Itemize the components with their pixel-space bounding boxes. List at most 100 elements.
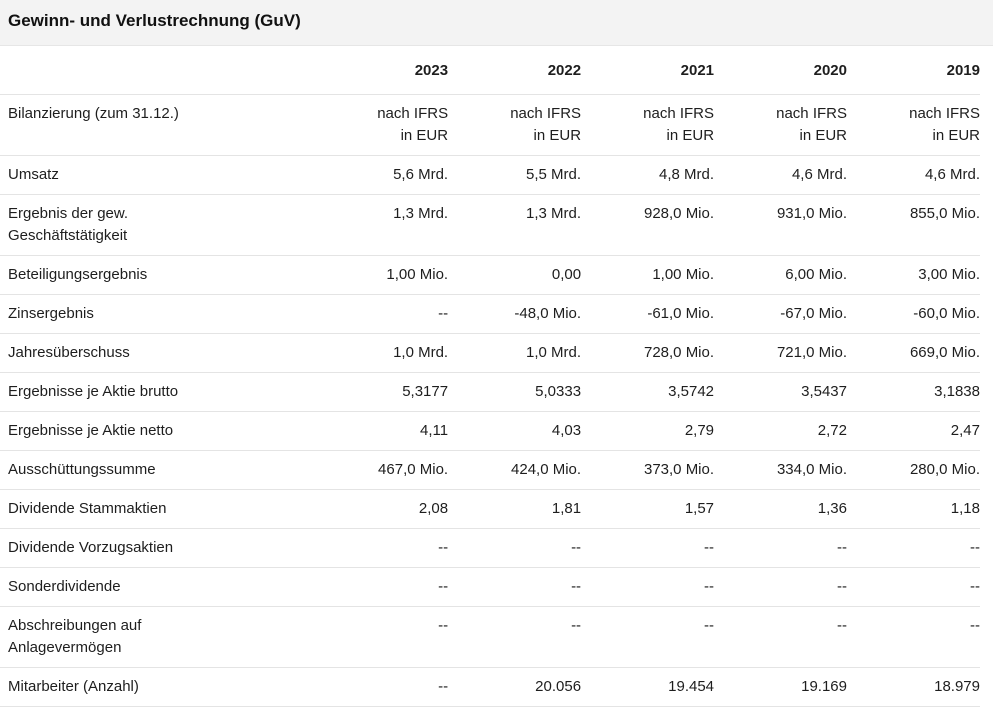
table-row: Zinsergebnis -- -48,0 Mio. -61,0 Mio. -67,0 … <box>0 294 980 334</box>
table-row: Ergebnisse je Aktie netto 4,11 4,03 2,79 2,7… <box>0 411 980 451</box>
table-row: Dividende Vorzugsaktien -- -- -- -- -- <box>0 528 980 568</box>
year-2020: 2020 <box>813 61 847 79</box>
cell-value: -- <box>315 528 449 568</box>
table-row: Mitarbeiter (Anzahl) -- 20.056 19.454 19.169… <box>0 667 980 707</box>
section-title: Gewinn- und Verlustrechnung (GuV) <box>0 0 993 46</box>
year-2021: 2021 <box>680 61 715 79</box>
cell-value: 2,47 <box>847 411 980 451</box>
cell-value: 3,5437 <box>714 372 847 412</box>
cell-value: -- <box>315 606 449 668</box>
table-row: Sonderdividende -- -- -- -- -- <box>0 567 980 607</box>
row-label: Ausschüttungssumme <box>0 450 316 490</box>
cell-value: -- <box>714 606 847 668</box>
row-label: Dividende Stammaktien <box>0 489 316 529</box>
cell-value: 855,0 Mio. <box>847 194 980 256</box>
cell-value: 1,36 <box>714 489 847 529</box>
cell-value: nach IFRS in EUR <box>847 94 980 156</box>
cell-value: -- <box>847 606 980 668</box>
table-row: Jahresüberschuss 1,0 Mrd. 1,0 Mrd. 728,0 Mi… <box>0 333 980 373</box>
cell-value: 5,0333 <box>448 372 582 412</box>
row-label: Sonderdividende <box>0 567 316 607</box>
table-row: Ergebnis der gew. Geschäftstätigkeit 1,3 … <box>0 194 980 256</box>
cell-value: 3,5742 <box>581 372 715 412</box>
cell-value: nach IFRS in EUR <box>315 94 449 156</box>
cell-value: 5,3177 <box>315 372 449 412</box>
cell-value: 728,0 Mio. <box>581 333 715 373</box>
cell-value: 4,6 Mrd. <box>847 155 980 195</box>
row-label: Dividende Vorzugsaktien <box>0 528 316 568</box>
cell-value: 1,18 <box>847 489 980 529</box>
cell-value: 928,0 Mio. <box>581 194 715 256</box>
row-label: Bilanzierung (zum 31.12.) <box>0 94 316 156</box>
year-header: 2021 <box>581 46 714 95</box>
cell-value: -- <box>714 567 847 607</box>
row-label: Umsatz <box>0 155 316 195</box>
cell-value: nach IFRS in EUR <box>714 94 847 156</box>
row-label: Ergebnisse je Aktie brutto <box>0 372 316 412</box>
cell-value: 4,8 Mrd. <box>581 155 715 195</box>
cell-value: 424,0 Mio. <box>448 450 582 490</box>
cell-value: -- <box>315 294 449 334</box>
cell-value: 2,08 <box>315 489 449 529</box>
row-label: Abschreibungen auf Anlagevermögen <box>0 606 316 668</box>
cell-value: -- <box>448 528 582 568</box>
table-row: Abschreibungen auf Anlagevermögen -- -- -- -… <box>0 606 980 668</box>
cell-value: 18.979 <box>847 667 980 707</box>
cell-value: -- <box>315 567 449 607</box>
cell-value: nach IFRS in EUR <box>448 94 582 156</box>
cell-value: 3,1838 <box>847 372 980 412</box>
cell-value: 6,00 Mio. <box>714 255 847 295</box>
cell-value: 280,0 Mio. <box>847 450 980 490</box>
cell-value: -- <box>847 567 980 607</box>
row-label: Mitarbeiter (Anzahl) <box>0 667 316 707</box>
cell-value: 1,0 Mrd. <box>448 333 582 373</box>
cell-value: -- <box>315 667 449 707</box>
cell-value: 20.056 <box>448 667 582 707</box>
cell-value: 2,72 <box>714 411 847 451</box>
cell-value: 1,3 Mrd. <box>315 194 449 256</box>
cell-value: 1,57 <box>581 489 715 529</box>
cell-value: 1,0 Mrd. <box>315 333 449 373</box>
cell-value: 1,81 <box>448 489 582 529</box>
cell-value: 4,11 <box>315 411 449 451</box>
cell-value: 0,00 <box>448 255 582 295</box>
cell-value: 334,0 Mio. <box>714 450 847 490</box>
guv-table: 2023 2022 2021 2020 2019 Bilanzierung (z… <box>0 46 980 707</box>
cell-value: nach IFRS in EUR <box>581 94 715 156</box>
table-row: Ergebnisse je Aktie brutto 5,3177 5,0333 3,… <box>0 372 980 412</box>
cell-value: 1,3 Mrd. <box>448 194 582 256</box>
cell-value: 721,0 Mio. <box>714 333 847 373</box>
year-2019: 2019 <box>946 61 980 79</box>
table-row: Ausschüttungssumme 467,0 Mio. 424,0 Mio. 37… <box>0 450 980 490</box>
cell-value: -67,0 Mio. <box>714 294 847 334</box>
cell-value: -48,0 Mio. <box>448 294 582 334</box>
cell-value: 467,0 Mio. <box>315 450 449 490</box>
cell-value: 4,6 Mrd. <box>714 155 847 195</box>
cell-value: -- <box>847 528 980 568</box>
cell-value: 669,0 Mio. <box>847 333 980 373</box>
cell-value: 373,0 Mio. <box>581 450 715 490</box>
year-2022: 2022 <box>547 61 582 79</box>
cell-value: 19.454 <box>581 667 715 707</box>
cell-value: 1,00 Mio. <box>581 255 715 295</box>
row-label: Beteiligungsergebnis <box>0 255 316 295</box>
table-header-row: 2023 2022 2021 2020 2019 <box>0 46 980 95</box>
table-row: Umsatz 5,6 Mrd. 5,5 Mrd. 4,8 Mrd. 4,6 Mrd. 4,… <box>0 155 980 195</box>
header-empty <box>0 46 315 95</box>
cell-value: -- <box>581 528 715 568</box>
table-row: Beteiligungsergebnis 1,00 Mio. 0,00 1,00 Mi… <box>0 255 980 295</box>
row-label: Jahresüberschuss <box>0 333 316 373</box>
cell-value: -- <box>448 606 582 668</box>
table-row: Bilanzierung (zum 31.12.) nach IFRS in EU… <box>0 94 980 156</box>
cell-value: -60,0 Mio. <box>847 294 980 334</box>
cell-value: -- <box>581 567 715 607</box>
year-header: 2019 <box>847 46 980 95</box>
cell-value: 931,0 Mio. <box>714 194 847 256</box>
cell-value: 5,6 Mrd. <box>315 155 449 195</box>
year-header: 2020 <box>714 46 847 95</box>
row-label: Zinsergebnis <box>0 294 316 334</box>
cell-value: -- <box>714 528 847 568</box>
cell-value: 4,03 <box>448 411 582 451</box>
cell-value: -- <box>581 606 715 668</box>
row-label: Ergebnisse je Aktie netto <box>0 411 316 451</box>
